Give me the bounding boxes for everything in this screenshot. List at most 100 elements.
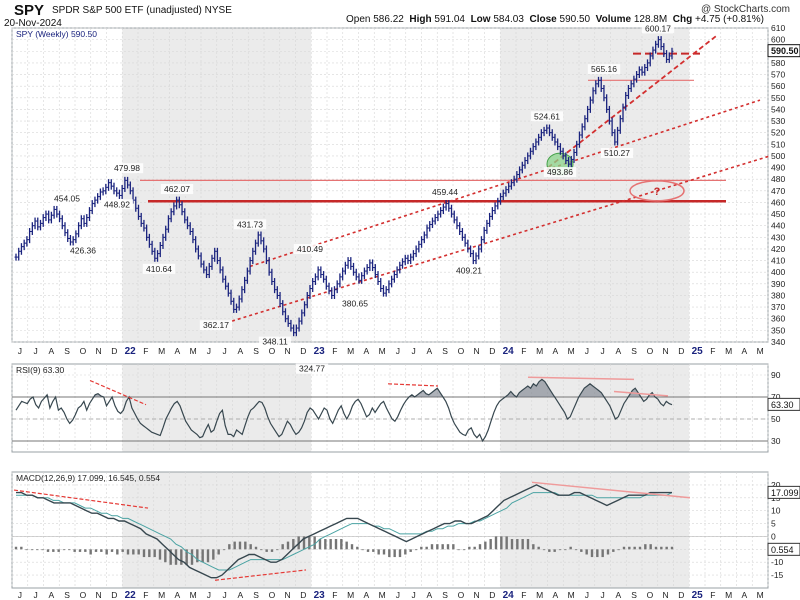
month-label-bottom: A (364, 590, 370, 600)
macd-last-tag: 17.099 (771, 488, 799, 498)
macd-histogram-bar (377, 549, 380, 555)
price-annotation: 410.49 (297, 244, 323, 254)
month-label-bottom: M (568, 590, 575, 600)
month-label-bottom: M (379, 590, 386, 600)
price-tick-label: 370 (771, 302, 785, 312)
macd-histogram-bar (425, 546, 428, 550)
stockcharts-credit: @ StockCharts.com (700, 4, 790, 15)
month-label-bottom: M (536, 590, 543, 600)
macd-histogram-bar (121, 549, 124, 552)
macd-histogram-bar (318, 539, 322, 550)
month-label-bottom: J (601, 590, 605, 600)
macd-divergence-line (13, 489, 149, 509)
macd-tick-label: 20 (771, 480, 781, 490)
price-tick-label: 380 (771, 290, 785, 300)
macd-histogram-bar (553, 549, 556, 552)
price-tick-label: 410 (771, 256, 785, 266)
month-label: F (710, 346, 715, 356)
price-annotation-bg (543, 167, 577, 178)
macd-histogram-bar (78, 549, 82, 552)
macd-histogram-bar (473, 546, 476, 550)
price-tick-label: 520 (771, 128, 785, 138)
month-label: O (647, 346, 654, 356)
rsi-legend: RSI(9) 63.30 (16, 365, 64, 375)
macd-legend: MACD(12,26,9) 17.099, 16.545, 0.554 (16, 473, 160, 483)
month-label-bottom: A (616, 590, 622, 600)
macd-histogram-bar (36, 549, 39, 551)
price-annotation-bg (338, 298, 372, 309)
macd-histogram-bar (132, 549, 135, 555)
macd-histogram-bar (457, 549, 460, 551)
macd-histogram-bar (446, 544, 450, 550)
macd-tick-label: -15 (771, 570, 784, 580)
month-label-bottom: S (64, 590, 70, 600)
macd-histogram-bar (340, 539, 343, 550)
macd-histogram-bar (585, 549, 588, 555)
price-tick-label: 390 (771, 279, 785, 289)
macd-histogram-bar (382, 549, 386, 555)
price-annotation-bg (100, 199, 134, 210)
price-annotation: 410.64 (146, 264, 172, 274)
price-tick-label: 610 (771, 23, 785, 33)
month-label-bottom: A (427, 590, 433, 600)
macd-histogram-bar (196, 549, 199, 563)
macd-histogram-bar (558, 549, 562, 551)
symbol-description: SPDR S&P 500 ETF (unadjusted) NYSE (52, 5, 232, 16)
macd-histogram-bar (441, 544, 444, 550)
macd-histogram-bar (468, 546, 471, 550)
macd-divergence-line (531, 481, 691, 499)
price-tick-label: 420 (771, 244, 785, 254)
month-label: S (253, 346, 259, 356)
month-label: A (427, 346, 433, 356)
price-annotation-bg (428, 187, 462, 198)
question-mark-annotation: ? (654, 186, 661, 198)
macd-histogram-bar (41, 549, 44, 551)
month-label-bottom: A (742, 590, 748, 600)
macd-histogram-bar (649, 544, 652, 550)
macd-histogram-bar (148, 549, 151, 558)
month-label: 25 (692, 346, 704, 357)
price-annotation: 524.61 (534, 111, 560, 121)
price-tick-label: 430 (771, 232, 785, 242)
macd-histogram-bar (644, 544, 647, 550)
macd-histogram-bar (345, 541, 348, 550)
macd-histogram-bar (537, 546, 540, 550)
open-value: 586.22 (373, 14, 404, 25)
macd-histogram-bar (217, 549, 220, 555)
chg-value: +4.75 (+0.81%) (695, 14, 764, 25)
month-label-bottom: S (253, 590, 259, 600)
month-label: A (49, 346, 55, 356)
macd-histogram-bar (542, 549, 546, 551)
month-label: A (364, 346, 370, 356)
macd-divergence-line (214, 569, 307, 581)
question-ellipse (629, 180, 685, 202)
macd-tick-label: 10 (771, 506, 781, 516)
month-label-bottom: M (757, 590, 764, 600)
month-label-bottom: F (332, 590, 337, 600)
macd-histogram-bar (516, 539, 519, 550)
macd-histogram-bar (612, 549, 615, 552)
price-annotation: 459.44 (432, 187, 458, 197)
macd-histogram-bar (276, 549, 279, 551)
macd-histogram-bar (500, 536, 503, 550)
rsi-tick-label: 70 (771, 392, 781, 402)
price-tick-label: 600 (771, 35, 785, 45)
macd-histogram-bar (526, 539, 530, 550)
month-label-bottom: J (207, 590, 211, 600)
price-annotation-bg (50, 193, 84, 204)
macd-histogram-bar (670, 546, 674, 550)
month-label-bottom: F (710, 590, 715, 600)
macd-histogram-bar (436, 544, 439, 550)
price-annotation: 510.27 (604, 148, 630, 158)
price-tick-label: 530 (771, 116, 785, 126)
month-label-bottom: J (396, 590, 400, 600)
macd-histogram-bar (462, 549, 466, 551)
price-legend: SPY (Weekly) 590.50 (16, 29, 97, 39)
month-label-bottom: O (269, 590, 276, 600)
month-label: 23 (314, 346, 326, 357)
price-tick-label: 550 (771, 93, 785, 103)
month-label: J (601, 346, 605, 356)
month-label-bottom: O (647, 590, 654, 600)
price-annotation: 348.11 (262, 337, 288, 347)
